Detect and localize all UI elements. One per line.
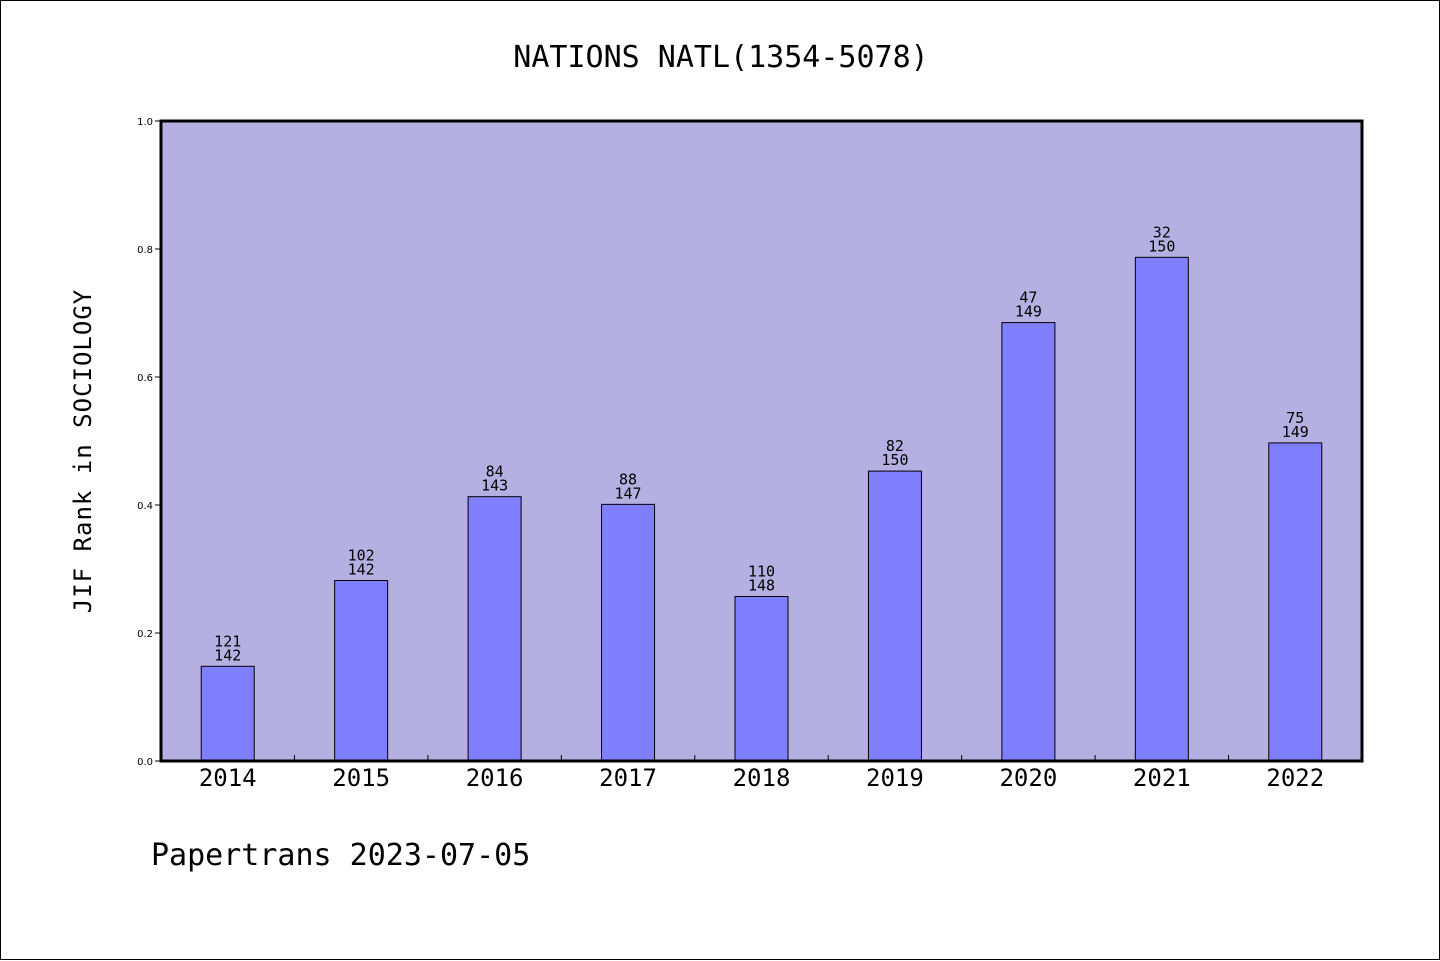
y-tick-label: 1.0 — [137, 117, 153, 128]
bar-2018 — [734, 596, 789, 762]
bar-total-label: 150 — [1148, 237, 1175, 255]
bar-2017 — [601, 503, 656, 762]
x-tick-label: 2021 — [1133, 764, 1191, 792]
bar-rank-label: 32 — [1153, 223, 1171, 241]
bar-rank-label: 121 — [214, 632, 241, 650]
bar-total-label: 149 — [1015, 303, 1042, 321]
bar-2019 — [867, 470, 922, 762]
x-tick-label: 2016 — [466, 764, 524, 792]
bar-total-label: 149 — [1282, 423, 1309, 441]
y-axis-label: JIF Rank in SOCIOLOGY — [69, 289, 97, 613]
y-tick-label: 0.6 — [137, 373, 153, 384]
bar-total-label: 142 — [214, 646, 241, 664]
bar-rank-label: 110 — [748, 563, 775, 581]
bar-2020 — [1001, 322, 1056, 762]
bar-rank-label: 75 — [1286, 409, 1304, 427]
y-axis: 0.0 0.2 0.4 0.6 0.8 1.0 — [137, 117, 161, 768]
bar-2015 — [334, 580, 389, 762]
bar-2016 — [467, 496, 522, 762]
x-tick-label: 2020 — [999, 764, 1057, 792]
bar-2022 — [1268, 442, 1323, 762]
bar-total-label: 147 — [615, 484, 642, 502]
y-tick-label: 0.8 — [137, 245, 153, 256]
y-tick-label: 0.2 — [137, 629, 153, 640]
bar-rank-label: 88 — [619, 470, 637, 488]
bar-2021 — [1134, 256, 1189, 762]
chart-title: NATIONS NATL(1354-5078) — [513, 40, 928, 75]
bar-rank-label: 102 — [348, 547, 375, 565]
bar-rank-label: 82 — [886, 437, 904, 455]
footer-text: Papertrans 2023-07-05 — [151, 838, 530, 873]
bar-total-label: 150 — [881, 451, 908, 469]
x-tick-label: 2019 — [866, 764, 924, 792]
x-tick-label: 2017 — [599, 764, 657, 792]
bar-rank-label: 47 — [1019, 289, 1037, 307]
x-axis: 2014 2015 2016 2017 2018 2019 2020 2021 2022 — [199, 755, 1324, 792]
bar-total-label: 142 — [348, 561, 375, 579]
y-tick-label: 0.0 — [137, 757, 153, 768]
bar-total-label: 143 — [481, 477, 508, 495]
x-tick-label: 2022 — [1266, 764, 1324, 792]
bar-total-label: 148 — [748, 577, 775, 595]
x-tick-label: 2014 — [199, 764, 257, 792]
bar-2014 — [200, 665, 255, 762]
bar-rank-label: 84 — [486, 463, 504, 481]
x-tick-label: 2015 — [332, 764, 390, 792]
y-tick-label: 0.4 — [137, 501, 153, 512]
x-tick-label: 2018 — [733, 764, 791, 792]
plot-border — [159, 119, 1364, 763]
